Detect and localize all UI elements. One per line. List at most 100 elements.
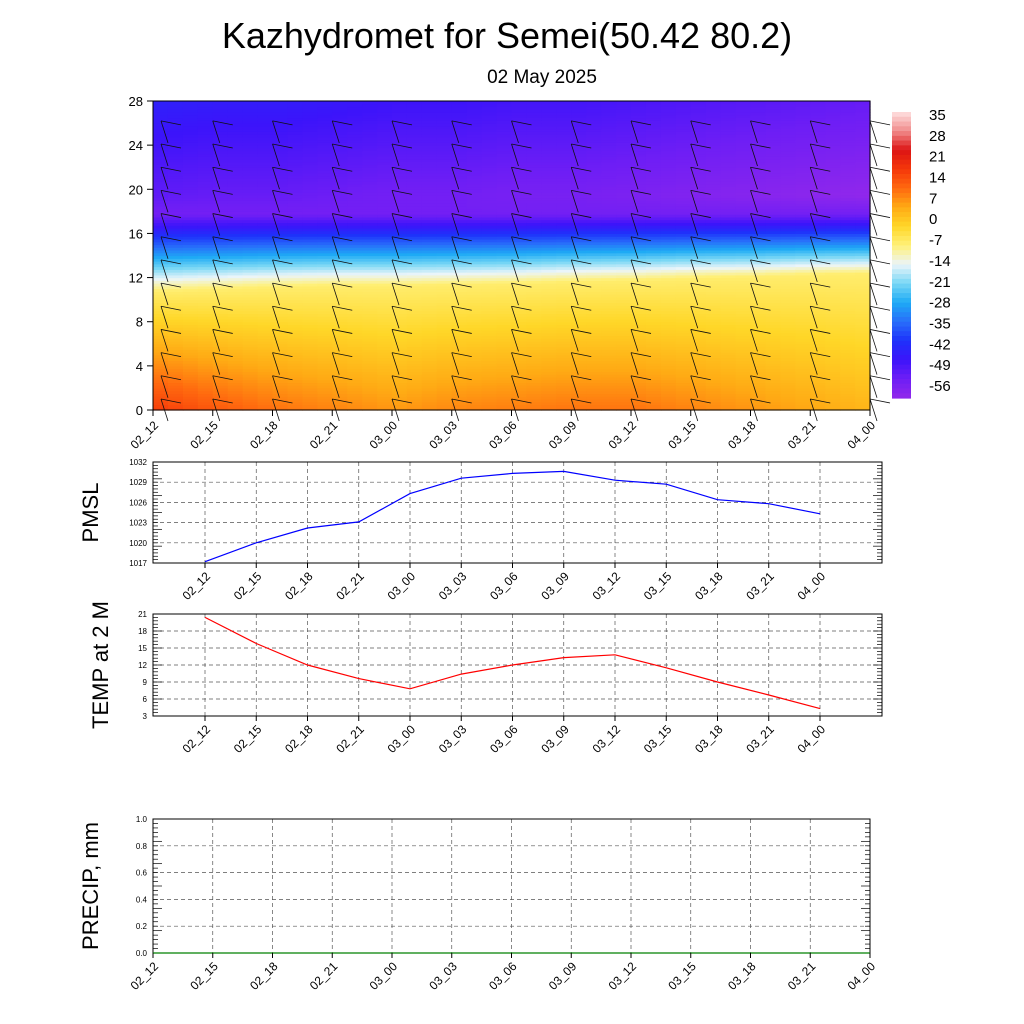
temp-cell <box>675 327 692 331</box>
temp-cell <box>675 161 692 166</box>
temp-cell <box>377 321 393 326</box>
temp-cell <box>735 211 752 215</box>
temp-cell <box>421 112 438 116</box>
temp-cell <box>362 376 378 381</box>
temp-cell <box>631 233 647 237</box>
temp-cell <box>317 225 333 229</box>
temp-cell <box>571 382 587 386</box>
temp-cell <box>675 363 692 367</box>
temp-cell <box>645 332 662 337</box>
temp-cell <box>631 238 647 243</box>
temp-cell <box>765 360 781 364</box>
temp-cell <box>690 321 707 326</box>
temp-cell <box>750 371 767 375</box>
temp-cell <box>481 139 498 143</box>
temp-cell <box>392 280 408 284</box>
temp-cell <box>541 125 557 130</box>
temp-cell <box>556 305 572 309</box>
temp-cell <box>556 374 572 378</box>
temp-cell <box>242 225 259 229</box>
temp-cell <box>332 205 348 210</box>
temp-cell <box>690 178 707 182</box>
temp-cell <box>780 396 796 400</box>
temp-cell <box>332 247 348 251</box>
temp-cell <box>586 404 602 408</box>
temp-cell <box>645 214 662 218</box>
temp-cell <box>451 233 468 237</box>
temp-cell <box>511 261 528 265</box>
temp-cell <box>242 117 259 121</box>
temp-cell <box>436 272 453 276</box>
temp-cell <box>511 216 528 221</box>
temp-cell <box>556 407 572 411</box>
temp-cell <box>481 390 498 395</box>
temp-cell <box>317 172 333 177</box>
temp-cell <box>616 396 632 400</box>
temp-cell <box>705 203 722 207</box>
temp-cell <box>287 208 303 212</box>
temp-cell <box>451 219 468 223</box>
temp-cell <box>153 335 169 339</box>
temp-cell <box>705 225 722 229</box>
temp-cell <box>436 112 453 116</box>
temp-cell <box>675 299 692 303</box>
chart-title: Kazhydromet for Semei(50.42 80.2) <box>222 15 792 56</box>
temp-cell <box>601 349 617 353</box>
temp-cell <box>212 277 229 281</box>
temp-cell <box>153 233 169 237</box>
temp-cell <box>287 407 303 411</box>
temp-cell <box>451 172 468 177</box>
temp-cell <box>586 332 602 337</box>
temp-cell <box>257 294 274 298</box>
temp-cell <box>765 241 781 246</box>
temp-cell <box>362 142 378 146</box>
temp-cell <box>511 227 528 232</box>
temp-cell <box>765 167 781 171</box>
temp-cell <box>601 194 617 199</box>
temp-cell <box>720 236 737 240</box>
temp-cell <box>765 189 781 193</box>
temp-cell <box>242 374 259 378</box>
temp-cell <box>421 233 438 237</box>
temp-cell <box>466 272 483 276</box>
temp-cell <box>451 288 468 292</box>
temp-cell <box>675 280 692 284</box>
temp-cell <box>362 379 378 384</box>
temp-cell <box>556 238 572 243</box>
temp-cell <box>541 150 557 155</box>
temp-cell <box>212 205 229 210</box>
temp-cell <box>182 109 199 113</box>
temp-cell <box>690 181 707 185</box>
temp-cell <box>153 153 169 157</box>
temp-cell <box>362 189 378 193</box>
temp-cell <box>257 233 274 237</box>
temp-cell <box>451 285 468 290</box>
temp-cell <box>392 258 408 262</box>
temp-cell <box>690 393 707 397</box>
temp-cell <box>257 374 274 378</box>
temp-cell <box>541 156 557 160</box>
temp-cell <box>182 134 199 138</box>
temp-cell <box>496 109 513 113</box>
temp-cell <box>242 354 259 359</box>
temp-cell <box>750 294 767 298</box>
temp-cell <box>153 142 169 146</box>
temp-cell <box>556 266 572 270</box>
temp-cell <box>795 158 811 163</box>
temp-cell <box>705 365 722 370</box>
temp-cell <box>631 186 647 190</box>
temp-cell <box>317 214 333 218</box>
temp-cell <box>720 352 737 356</box>
temp-cell <box>645 178 662 182</box>
temp-cell <box>182 291 199 295</box>
temp-cell <box>750 318 767 323</box>
temp-cell <box>182 189 199 193</box>
temp-cell <box>347 318 363 323</box>
temp-cell <box>675 368 692 372</box>
temp-cell <box>765 211 781 215</box>
temp-cell <box>795 192 811 196</box>
temp-cell <box>601 329 617 334</box>
temp-cell <box>556 302 572 306</box>
temp-cell <box>675 164 692 168</box>
temp-cell <box>541 252 557 257</box>
